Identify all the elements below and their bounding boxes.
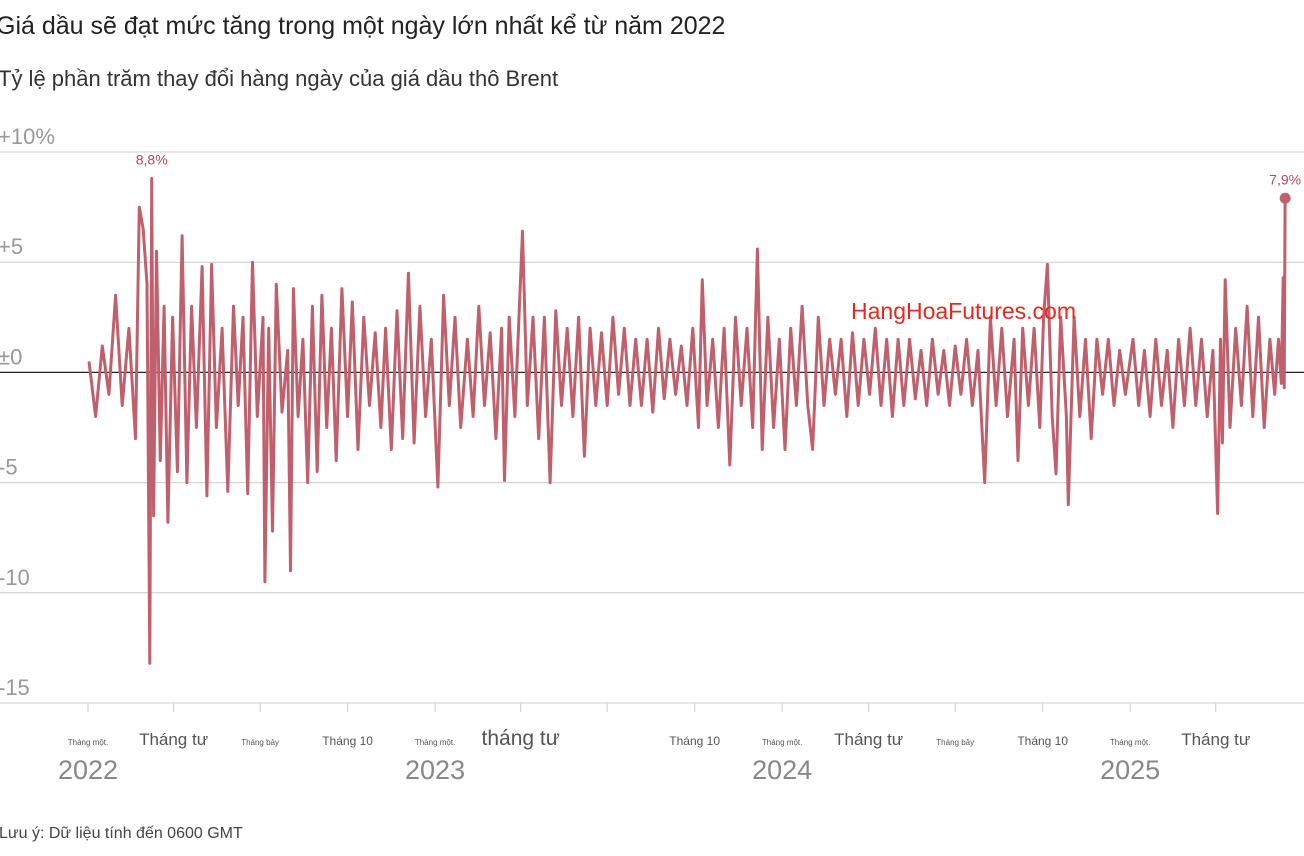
y-tick-label: +10% — [0, 124, 55, 149]
x-year-label: 2024 — [752, 755, 812, 785]
brent-daily-change-line — [87, 176, 1287, 665]
x-month-label: Tháng một. — [1110, 738, 1150, 747]
y-tick-label: -10 — [0, 565, 30, 590]
x-month-label: Tháng 10 — [669, 734, 720, 748]
series-line — [87, 176, 1287, 665]
x-month-label: Tháng tư — [1181, 730, 1250, 749]
footnote: Lưu ý: Dữ liệu tính đến 0600 GMT — [0, 825, 243, 842]
x-month-label: tháng tư — [482, 727, 560, 750]
chart-title: Giá dầu sẽ đạt mức tăng trong một ngày l… — [0, 12, 726, 40]
x-month-label: Tháng 10 — [322, 734, 373, 748]
x-year-label: 2025 — [1100, 755, 1160, 785]
data-label: 7,9% — [1269, 171, 1301, 187]
x-month-label: Tháng 10 — [1017, 734, 1068, 748]
data-label: 8,8% — [136, 151, 168, 167]
x-year-label: 2022 — [58, 755, 118, 785]
y-tick-label: -15 — [0, 675, 30, 700]
x-month-label: Tháng một. — [762, 738, 802, 747]
last-point-marker — [1279, 192, 1291, 204]
y-tick-label: -5 — [0, 455, 18, 480]
chart-subtitle: Tỷ lệ phần trăm thay đổi hàng ngày của g… — [0, 66, 559, 91]
x-month-label: Tháng một. — [68, 738, 108, 747]
x-month-label: Tháng tư — [139, 730, 208, 749]
y-tick-label: ±0 — [0, 344, 22, 369]
y-tick-label: +5 — [0, 234, 23, 259]
x-month-label: Tháng một. — [415, 738, 455, 747]
x-month-label: Tháng tư — [834, 730, 903, 749]
x-year-label: 2023 — [405, 755, 465, 785]
x-month-label: Tháng bảy — [936, 738, 974, 747]
x-axis: Tháng một. Tháng tư Tháng bảy Tháng 10 Tháng… — [58, 703, 1250, 785]
watermark-text: HangHoaFutures.com — [851, 298, 1076, 324]
annotations: 8,8% 7,9% — [136, 151, 1301, 204]
x-month-label: Tháng bảy — [241, 738, 279, 747]
y-axis-labels: +10% +5 ±0 -5 -10 -15 — [0, 124, 55, 700]
